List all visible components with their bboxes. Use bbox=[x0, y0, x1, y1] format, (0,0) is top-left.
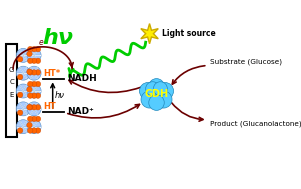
Circle shape bbox=[35, 70, 41, 75]
Circle shape bbox=[27, 46, 33, 52]
Circle shape bbox=[27, 51, 32, 57]
Circle shape bbox=[27, 66, 41, 80]
Circle shape bbox=[31, 70, 37, 75]
Circle shape bbox=[139, 82, 157, 100]
Circle shape bbox=[17, 57, 23, 62]
Circle shape bbox=[31, 81, 37, 87]
Circle shape bbox=[27, 128, 33, 133]
Circle shape bbox=[17, 128, 23, 133]
Circle shape bbox=[27, 81, 33, 87]
Circle shape bbox=[27, 102, 41, 116]
Circle shape bbox=[31, 58, 37, 64]
Circle shape bbox=[27, 120, 41, 134]
Text: hν: hν bbox=[43, 28, 74, 48]
Text: Product (Glucanolactone): Product (Glucanolactone) bbox=[210, 120, 301, 127]
Circle shape bbox=[35, 105, 41, 110]
Circle shape bbox=[35, 128, 41, 133]
Circle shape bbox=[27, 48, 41, 62]
Circle shape bbox=[31, 93, 37, 98]
Circle shape bbox=[31, 46, 37, 52]
Text: E: E bbox=[9, 92, 14, 98]
Circle shape bbox=[149, 79, 164, 94]
Bar bbox=[6, 44, 17, 137]
Circle shape bbox=[17, 92, 23, 98]
Circle shape bbox=[17, 110, 23, 115]
Circle shape bbox=[16, 102, 30, 116]
Circle shape bbox=[31, 105, 37, 110]
Circle shape bbox=[27, 84, 41, 98]
Text: GDH: GDH bbox=[144, 89, 169, 99]
Text: Light source: Light source bbox=[162, 29, 216, 38]
Circle shape bbox=[27, 116, 33, 122]
Text: C: C bbox=[9, 79, 14, 85]
Circle shape bbox=[143, 81, 170, 107]
Circle shape bbox=[141, 91, 158, 108]
Circle shape bbox=[27, 70, 33, 75]
Circle shape bbox=[35, 58, 41, 64]
Circle shape bbox=[146, 82, 160, 96]
Circle shape bbox=[31, 116, 37, 122]
Circle shape bbox=[35, 46, 41, 52]
Circle shape bbox=[16, 120, 30, 134]
Circle shape bbox=[17, 74, 23, 80]
Polygon shape bbox=[141, 24, 158, 44]
Circle shape bbox=[149, 95, 164, 110]
Text: hν: hν bbox=[54, 91, 64, 100]
Text: Substrate (Glucose): Substrate (Glucose) bbox=[210, 58, 282, 65]
Circle shape bbox=[27, 122, 32, 128]
Circle shape bbox=[27, 105, 32, 110]
Text: HT: HT bbox=[43, 102, 56, 111]
Circle shape bbox=[31, 128, 37, 133]
Text: G: G bbox=[9, 67, 14, 73]
Circle shape bbox=[35, 81, 41, 87]
Circle shape bbox=[154, 82, 167, 96]
Circle shape bbox=[35, 93, 41, 98]
Circle shape bbox=[27, 58, 33, 64]
Text: e⁻: e⁻ bbox=[39, 38, 48, 46]
Circle shape bbox=[35, 116, 41, 122]
Circle shape bbox=[155, 91, 172, 108]
Text: NAD⁺: NAD⁺ bbox=[67, 107, 94, 116]
Circle shape bbox=[16, 48, 30, 62]
Text: NADH: NADH bbox=[67, 74, 97, 83]
Circle shape bbox=[16, 66, 30, 80]
Circle shape bbox=[27, 93, 33, 98]
Circle shape bbox=[16, 84, 30, 98]
Circle shape bbox=[27, 105, 33, 110]
Circle shape bbox=[157, 82, 174, 100]
Text: HT*: HT* bbox=[43, 69, 61, 77]
Circle shape bbox=[27, 69, 32, 74]
Circle shape bbox=[27, 87, 32, 92]
